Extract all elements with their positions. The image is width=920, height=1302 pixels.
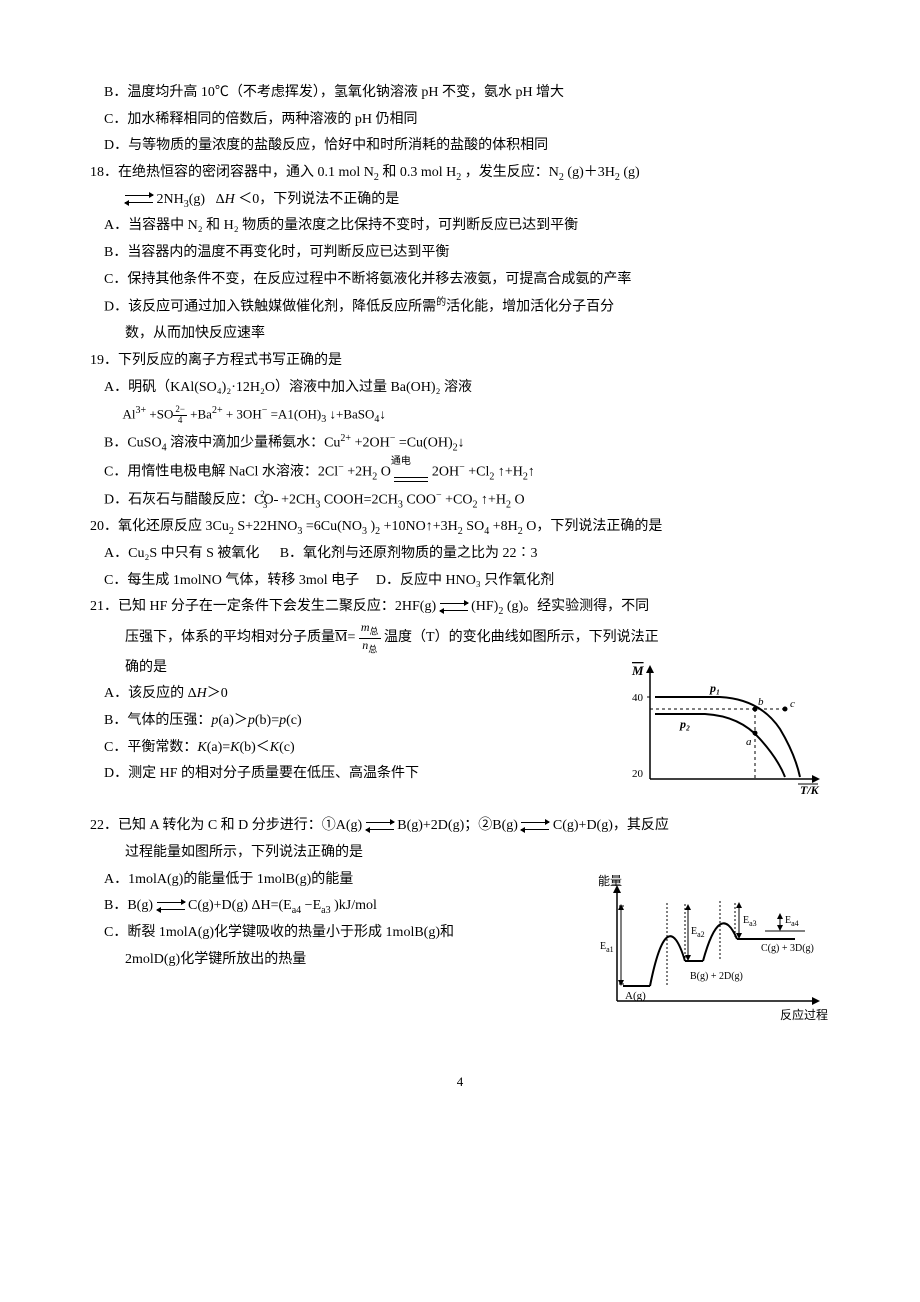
q20-opt-b: B．氧化剂与还原剂物质的量之比为 22∶3: [280, 546, 538, 561]
q19-eq-a: Al3+ +SO2−4 +Ba2+ + 3OH− =A1(OH)3 ↓+BaSO…: [90, 401, 830, 429]
q22-chart: 能量 反应过程 A(g) B(g) + 2D(g) C(g) + 3D(g): [595, 871, 830, 1037]
q22-x-label: 反应过程: [780, 1007, 828, 1022]
svg-text:Ea4: Ea4: [785, 915, 799, 928]
q21-opt-b: B．气体的压强：p(a)＞p(b)=p(c): [90, 708, 549, 735]
chart-c: c: [790, 698, 795, 710]
q18-stem: 18．在绝热恒容的密闭容器中，通入 0.1 mol N2 和 0.3 mol H…: [90, 160, 830, 187]
q19-opt-c: C．用惰性电极电解 NaCl 水溶液：2Cl− +2H2 O 通电 2OH− +…: [90, 458, 830, 486]
q18-line2a: 2NH: [157, 192, 184, 207]
q18-stem-line2: 2NH3(g) ΔH ＜0，下列说法不正确的是: [90, 187, 830, 214]
q18-text-4: (g)＋3H: [567, 165, 614, 180]
q18-deltaH: Δ: [216, 192, 225, 207]
q20-opts-cd: C．每生成 1molNO 气体，转移 3mol 电子 D．反应中 HNO₃ 只作氧…: [90, 568, 830, 595]
chart-p1: p₁: [709, 681, 720, 695]
q18-opt-d-cont: 数，从而加快反应速率: [90, 321, 830, 348]
q18-text-2: 和 0.3 mol H: [382, 165, 456, 180]
q20-opt-d: D．反应中 HNO₃ 只作氧化剂: [376, 573, 554, 588]
q18-opt-d: D．该反应可通过加入铁触媒做催化剂，降低反应所需的活化能，增加活化分子百分: [90, 293, 830, 321]
q21-opt-a: A．该反应的 ΔH＞0: [90, 681, 549, 708]
q18-text-3: ，发生反应：N: [465, 165, 559, 180]
q21-chart: M 40 20 p₁ p₂ a b c T/K: [620, 659, 830, 810]
q18-opt-b: B．当容器内的温度不再变化时，可判断反应已达到平衡: [90, 240, 830, 267]
q22-Ag: A(g): [625, 990, 646, 1002]
q18-opt-d1: D．该反应可通过加入铁触媒做催化剂，降低反应所需: [104, 300, 436, 315]
svg-text:Ea3: Ea3: [743, 915, 757, 928]
q17-opt-b: B．温度均升高 10℃（不考虑挥发），氢氧化钠溶液 pH 不变，氨水 pH 增大: [90, 80, 830, 107]
electrolysis-arrow-icon: 通电: [394, 467, 428, 477]
q21-opt-c: C．平衡常数：K(a)=K(b)＜K(c): [90, 735, 549, 762]
page-number: 4: [90, 1070, 830, 1095]
q19-opt-d: D．石灰石与醋酸反应：CO2−3 +2CH3 COOH=2CH3 COO− +C…: [90, 486, 830, 514]
q22-stem: 22．已知 A 转化为 C 和 D 分步进行：①A(g) B(g)+2D(g)；…: [90, 813, 830, 840]
svg-text:Ea1: Ea1: [600, 941, 614, 954]
q22-opt-a: A．1molA(g)的能量低于 1molB(g)的能量: [90, 867, 549, 894]
equilibrium-arrow-icon: [157, 900, 185, 912]
q22-opt-c: C．断裂 1molA(g)化学键吸收的热量小于形成 1molB(g)和: [90, 920, 549, 947]
q18-de: 的: [436, 297, 446, 308]
equilibrium-arrow-icon: [440, 601, 468, 613]
chart-y-label: M: [631, 663, 644, 678]
q22-opt-c-cont: 2molD(g)化学键所放出的热量: [90, 947, 549, 974]
q20-opt-a: A．Cu₂S 中只有 S 被氧化: [104, 546, 259, 561]
q20-opts-ab: A．Cu₂S 中只有 S 被氧化 B．氧化剂与还原剂物质的量之比为 22∶3: [90, 541, 830, 568]
q17-opt-d: D．与等物质的量浓度的盐酸反应，恰好中和时所消耗的盐酸的体积相同: [90, 133, 830, 160]
q22-y-label: 能量: [598, 874, 622, 888]
q22-opt-b: B．B(g) C(g)+D(g) ΔH=(Ea4 −Ea3 )kJ/mol: [90, 893, 549, 920]
q22-Bg: B(g) + 2D(g): [690, 971, 743, 982]
q18-line2c: ＜0，下列说法不正确的是: [238, 192, 399, 207]
q22-stem-line2: 过程能量如图所示，下列说法正确的是: [90, 840, 830, 867]
q18-opt-d2: 活化能，增加活化分子百分: [446, 300, 614, 315]
chart-y-20: 20: [632, 768, 644, 780]
q21-opt-d: D．测定 HF 的相对分子质量要在低压、高温条件下: [90, 761, 549, 788]
chart-b: b: [758, 696, 764, 708]
equilibrium-arrow-icon: [521, 820, 549, 832]
q19-opt-b: B．CuSO4 溶液中滴加少量稀氨水：Cu2+ +2OH− =Cu(OH)2↓: [90, 429, 830, 457]
svg-text:Ea2: Ea2: [691, 926, 705, 939]
chart-p2: p₂: [679, 717, 690, 731]
q18-opt-a: A．当容器中 N₂ 和 H₂ 物质的量浓度之比保持不变时，可判断反应已达到平衡: [90, 213, 830, 240]
chart-y-40: 40: [632, 692, 644, 704]
q20-stem: 20．氧化还原反应 3Cu2 S+22HNO3 =6Cu(NO3 )2 +10N…: [90, 514, 830, 541]
q19-stem: 19．下列反应的离子方程式书写正确的是: [90, 348, 830, 375]
q22-Cg: C(g) + 3D(g): [761, 943, 814, 954]
chart-x-label: T/K: [800, 783, 820, 797]
q18-text-5: (g): [623, 165, 639, 180]
q19-opt-a: A．明矾（KAl(SO₄)₂·12H₂O）溶液中加入过量 Ba(OH)₂ 溶液: [90, 375, 830, 402]
q21-stem: 21．已知 HF 分子在一定条件下会发生二聚反应：2HF(g) (HF)2 (g…: [90, 594, 830, 621]
equilibrium-arrow-icon: [366, 820, 394, 832]
q17-opt-c: C．加水稀释相同的倍数后，两种溶液的 pH 仍相同: [90, 107, 830, 134]
q18-text-1: 18．在绝热恒容的密闭容器中，通入 0.1 mol N: [90, 165, 374, 180]
chart-a: a: [746, 736, 752, 748]
q18-opt-c: C．保持其他条件不变，在反应过程中不断将氨液化并移去液氨，可提高合成氨的产率: [90, 267, 830, 294]
equilibrium-arrow-icon: [125, 193, 153, 205]
q20-opt-c: C．每生成 1molNO 气体，转移 3mol 电子: [104, 573, 359, 588]
q21-stem-line2: 压强下，体系的平均相对分子质量M= m总 n总 温度（T）的变化曲线如图所示，下…: [90, 621, 830, 655]
q21-stem-line3: 确的是: [90, 655, 549, 682]
